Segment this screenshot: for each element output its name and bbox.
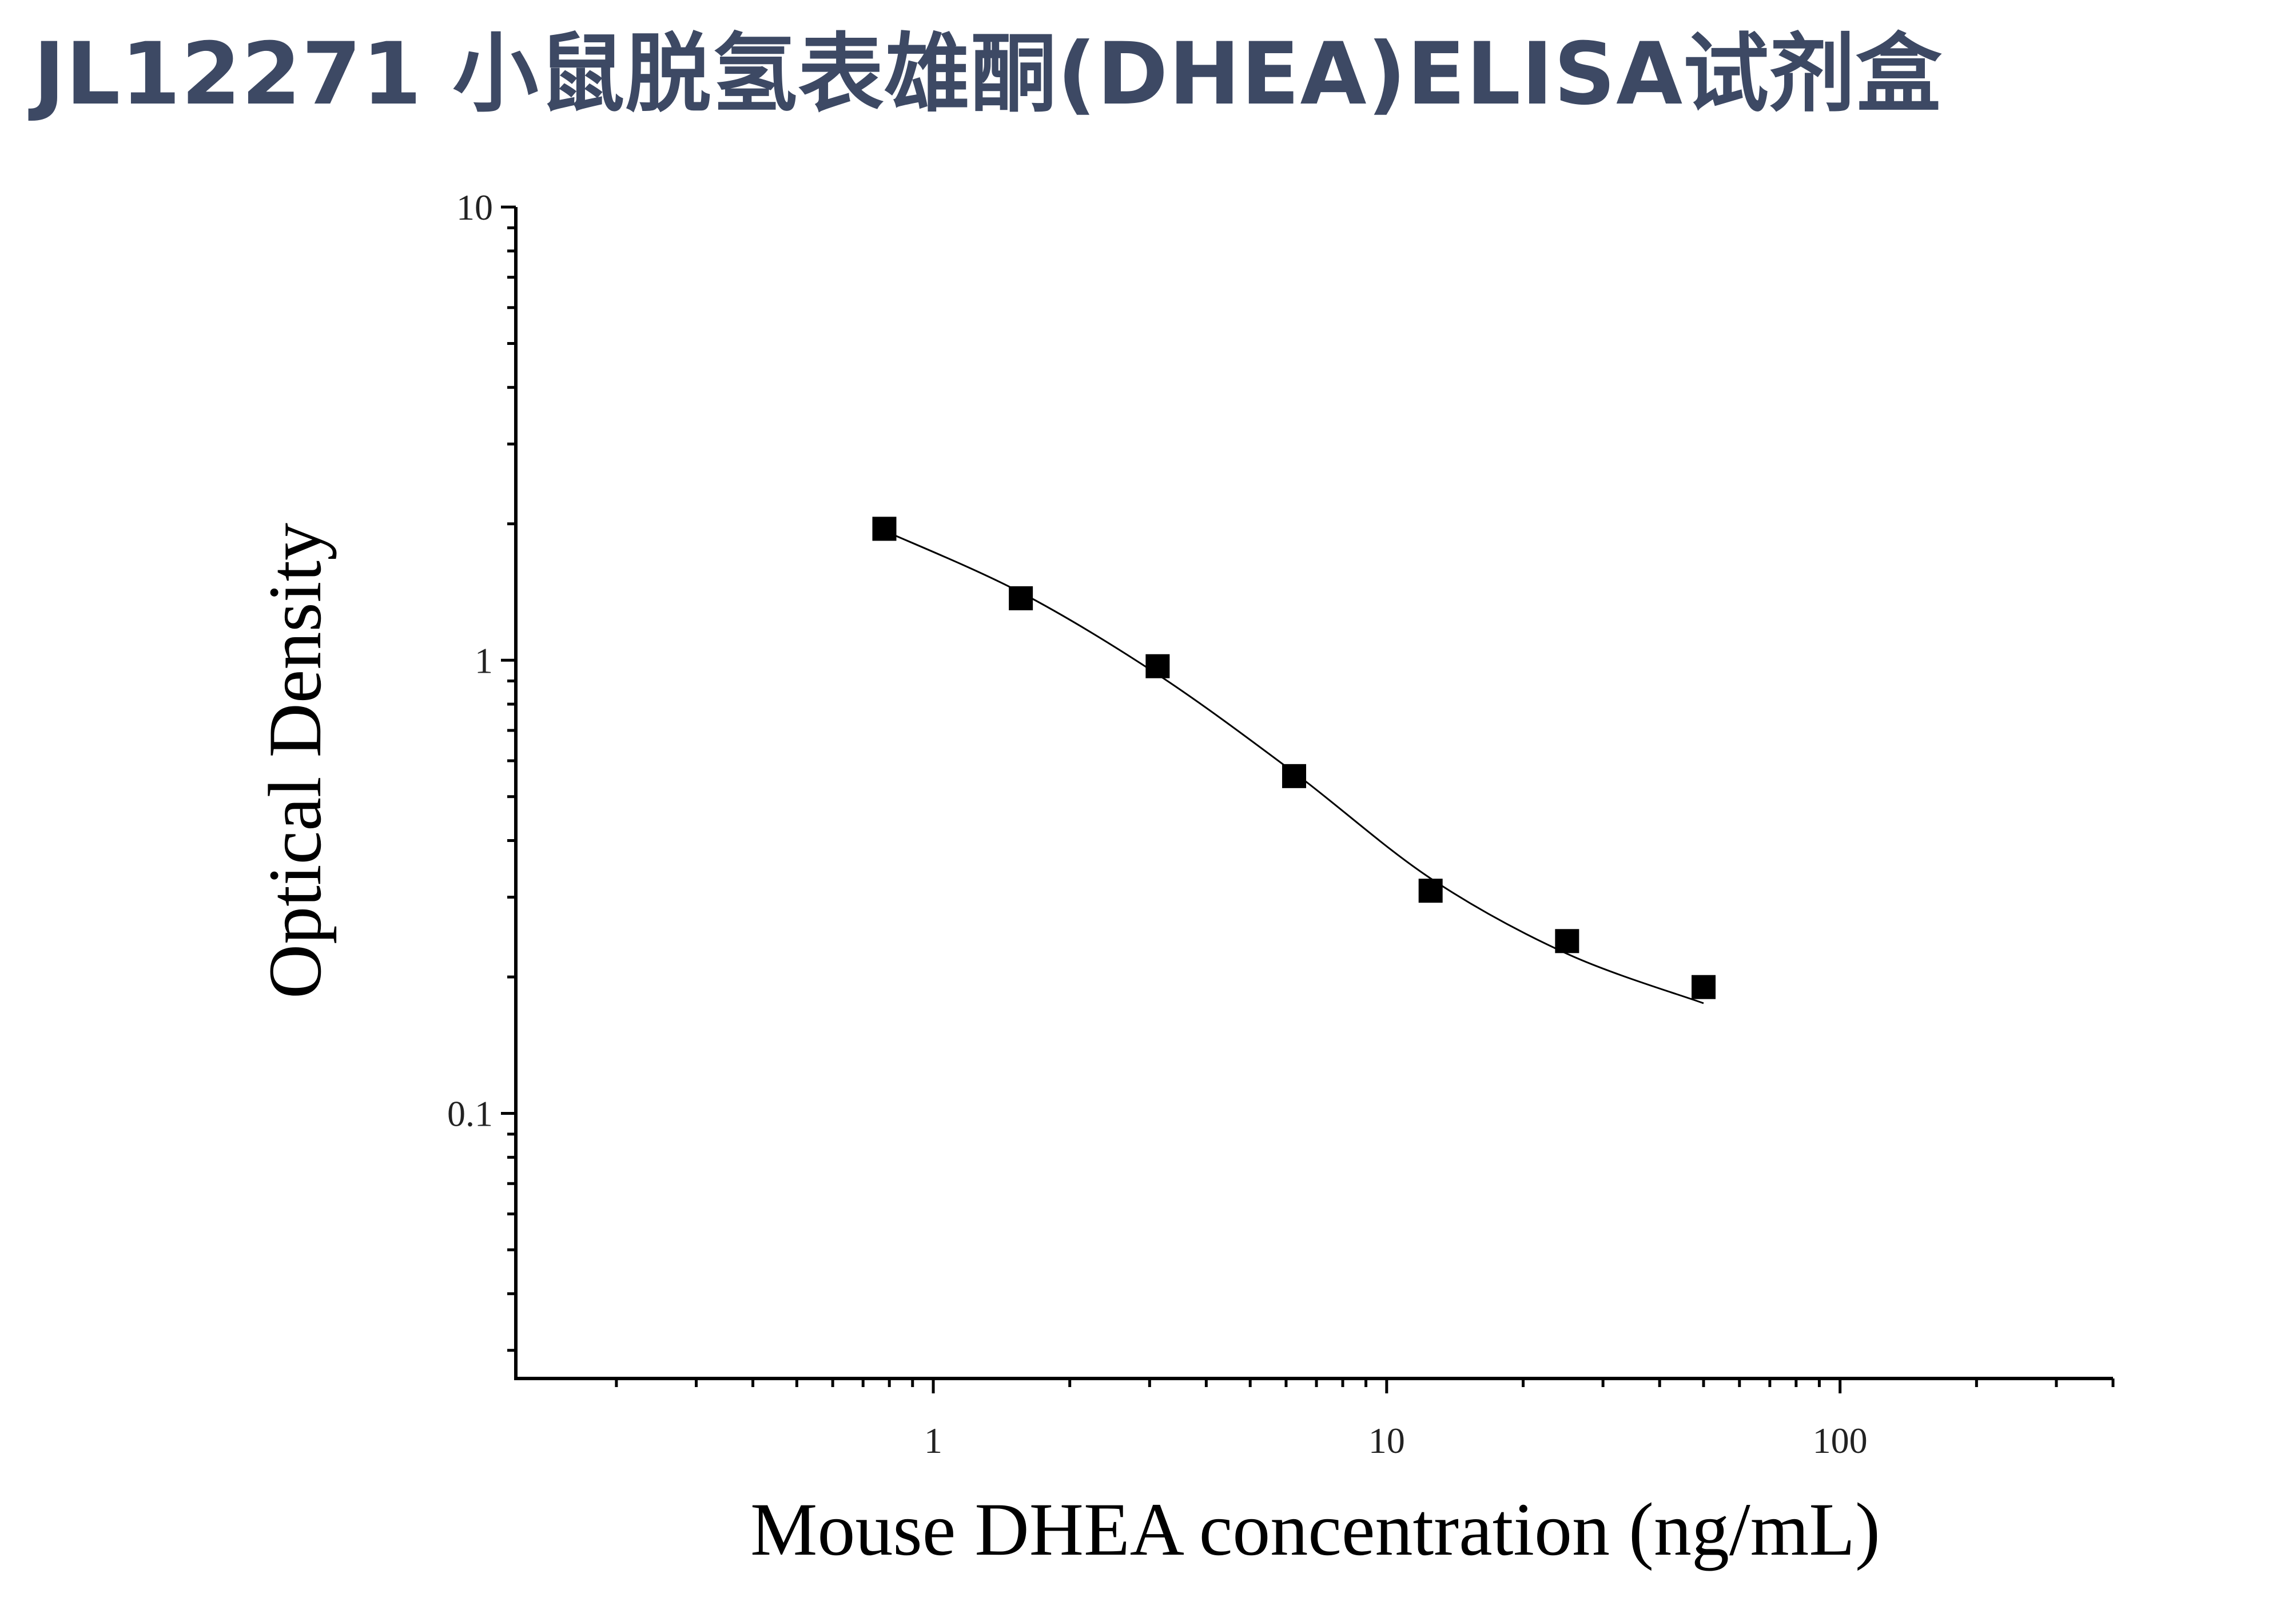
- data-point: [1145, 654, 1170, 678]
- x-tick-label: 10: [1368, 1420, 1405, 1461]
- y-axis-label: Optical Density: [253, 523, 337, 999]
- data-point: [1009, 586, 1033, 610]
- data-point: [872, 517, 897, 541]
- data-point: [1418, 879, 1443, 903]
- y-tick-label: 1: [475, 640, 493, 681]
- data-point: [1555, 929, 1579, 954]
- page-title: JL12271 小鼠脱氢表雄酮(DHEA)ELISA试剂盒: [33, 25, 1943, 124]
- x-axis-label: Mouse DHEA concentration (ng/mL): [750, 1487, 1880, 1571]
- x-tick-label: 1: [924, 1420, 942, 1461]
- y-tick-label: 0.1: [447, 1094, 493, 1134]
- x-axis: 1 10 100: [514, 1377, 2115, 1461]
- y-axis: 0.1 1 10: [447, 187, 518, 1378]
- data-point: [1282, 764, 1307, 788]
- data-point: [1692, 975, 1716, 999]
- y-tick-label: 10: [456, 187, 493, 228]
- x-tick-label: 100: [1813, 1420, 1868, 1461]
- data-points-layer: [872, 517, 1716, 999]
